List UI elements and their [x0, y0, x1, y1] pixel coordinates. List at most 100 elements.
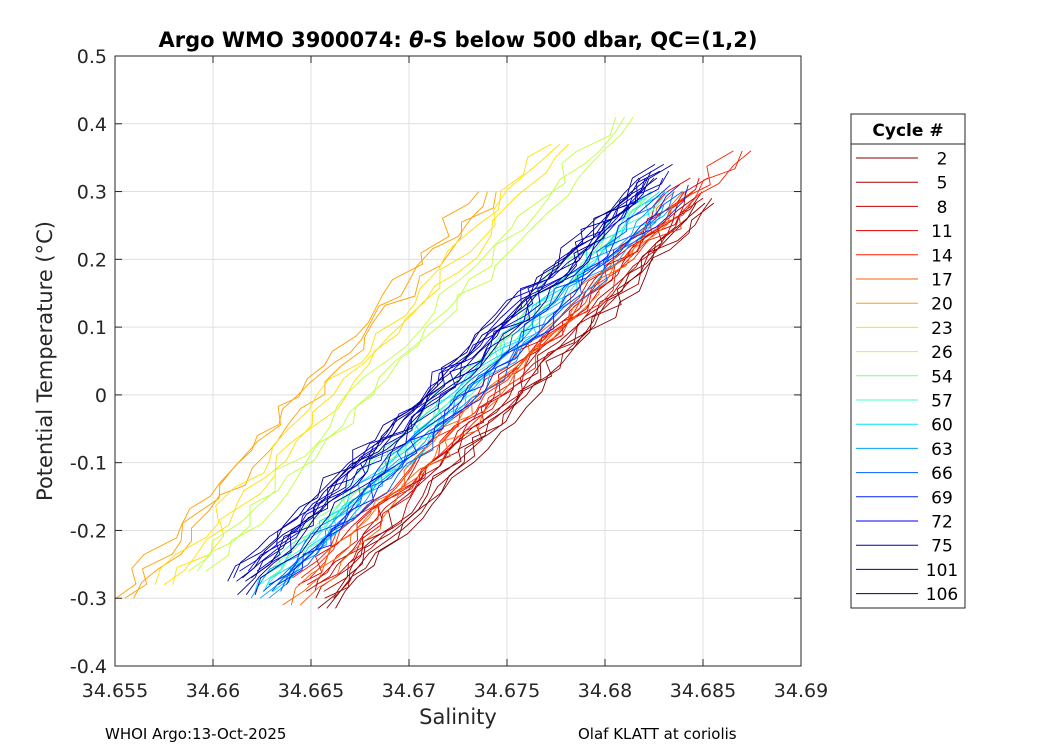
series-line-57 — [258, 197, 646, 586]
legend-label: 8 — [937, 198, 948, 218]
x-tick-label: 34.68 — [578, 680, 632, 702]
series-line-101 — [254, 164, 673, 595]
series-line-66 — [280, 191, 683, 592]
legend-title: Cycle # — [872, 121, 943, 141]
series-line-75 — [250, 170, 670, 579]
series-line-20 — [133, 191, 497, 599]
legend-item: 8 — [856, 198, 947, 218]
y-tick-label: 0.4 — [77, 114, 107, 136]
x-tick-label: 34.69 — [774, 680, 828, 702]
series-line-8 — [323, 191, 703, 592]
legend-label: 5 — [937, 174, 948, 194]
y-ticks: 0.5 0.4 0.3 0.2 0.1 0 -0.1 -0.2 -0.3 -0.4 — [70, 46, 801, 678]
legend-item: 69 — [856, 488, 953, 508]
series-line-69 — [277, 184, 680, 586]
series-line-8 — [305, 191, 685, 592]
legend-label: 26 — [931, 343, 953, 363]
legend-item: 54 — [856, 367, 953, 387]
legend-item: 5 — [856, 174, 947, 194]
legend-item: 57 — [856, 392, 953, 412]
series-line-66 — [262, 191, 666, 592]
series-line-101 — [245, 164, 665, 596]
legend-item: 14 — [856, 246, 953, 266]
x-ticks: 34.655 34.66 34.665 34.67 34.675 34.68 34.685 3… — [82, 56, 828, 702]
legend-label: 60 — [931, 416, 953, 436]
series-line-23 — [154, 143, 552, 585]
series-layer — [115, 116, 752, 609]
series-line-23 — [172, 143, 570, 585]
legend-item: 23 — [856, 319, 953, 339]
series-line-60 — [263, 191, 661, 592]
series-69 — [268, 184, 689, 586]
legend-label: 20 — [931, 295, 953, 315]
series-2 — [317, 202, 715, 609]
series-line-14 — [309, 150, 752, 579]
legend-item: 2 — [856, 150, 947, 170]
footer-right-credit: Olaf KLATT at coriolis — [578, 725, 737, 743]
grid — [114, 55, 802, 667]
x-tick-label: 34.655 — [82, 680, 148, 702]
legend-label: 72 — [931, 513, 953, 533]
legend-label: 57 — [931, 392, 953, 412]
legend-item: 60 — [856, 416, 953, 436]
series-line-63 — [250, 204, 656, 599]
legend-label: 14 — [931, 246, 953, 266]
series-23 — [154, 143, 570, 586]
y-tick-label: 0 — [95, 385, 107, 407]
legend-label: 75 — [931, 537, 953, 557]
series-line-2 — [317, 202, 697, 609]
legend-label: 11 — [931, 222, 953, 242]
legend-label: 23 — [931, 319, 953, 339]
legend-item: 20 — [856, 295, 953, 315]
y-tick-label: 0.1 — [77, 317, 107, 339]
legend: Cycle # 2 5 8 11 14 17 20 23 26 54 57 60 63 66 69 72 75 1… — [850, 113, 966, 609]
series-line-11 — [298, 177, 691, 586]
legend-label: 69 — [931, 488, 953, 508]
series-line-54 — [280, 191, 654, 579]
legend-item: 11 — [856, 222, 953, 242]
y-tick-label: 0.5 — [77, 46, 107, 68]
legend-item: 17 — [856, 271, 953, 291]
series-line-72 — [256, 177, 664, 572]
x-tick-label: 34.665 — [278, 680, 344, 702]
series-line-11 — [306, 177, 700, 586]
legend-item: 75 — [856, 537, 953, 557]
legend-item: 72 — [856, 513, 953, 533]
legend-items: 2 5 8 11 14 17 20 23 26 54 57 60 63 66 69 72 75 101 106 — [856, 150, 958, 605]
series-line-69 — [286, 184, 689, 585]
legend-label: 2 — [937, 150, 948, 170]
x-tick-label: 34.685 — [670, 680, 736, 702]
series-line-26 — [188, 116, 617, 572]
legend-item: 66 — [856, 464, 953, 484]
series-line-11 — [315, 177, 709, 586]
series-line-5 — [333, 198, 713, 599]
series-line-5 — [315, 197, 695, 599]
legend-box — [850, 113, 966, 609]
series-line-75 — [233, 170, 652, 579]
y-tick-label: 0.2 — [77, 249, 107, 271]
series-line-106 — [245, 177, 658, 582]
y-tick-label: -0.4 — [70, 656, 107, 678]
series-line-72 — [247, 177, 655, 572]
series-20 — [115, 191, 497, 599]
footer-left-credit: WHOI Argo:13-Oct-2025 — [105, 725, 287, 743]
legend-label: 63 — [931, 440, 953, 460]
legend-item: 26 — [856, 343, 953, 363]
y-tick-label: -0.1 — [70, 453, 107, 475]
series-line-17 — [299, 191, 693, 606]
chart-title: Argo WMO 3900074: θ-S below 500 dbar, QC… — [158, 28, 757, 52]
series-line-26 — [205, 116, 634, 572]
series-line-26 — [196, 116, 625, 572]
x-tick-label: 34.66 — [186, 680, 240, 702]
legend-item: 101 — [856, 561, 958, 581]
series-5 — [315, 197, 713, 599]
legend-item: 63 — [856, 440, 953, 460]
legend-label: 106 — [926, 585, 958, 605]
series-line-2 — [326, 202, 706, 609]
plot-frame — [114, 55, 802, 667]
y-tick-label: 0.3 — [77, 182, 107, 204]
legend-label: 17 — [931, 271, 953, 291]
x-tick-label: 34.67 — [382, 680, 436, 702]
x-tick-label: 34.675 — [474, 680, 540, 702]
